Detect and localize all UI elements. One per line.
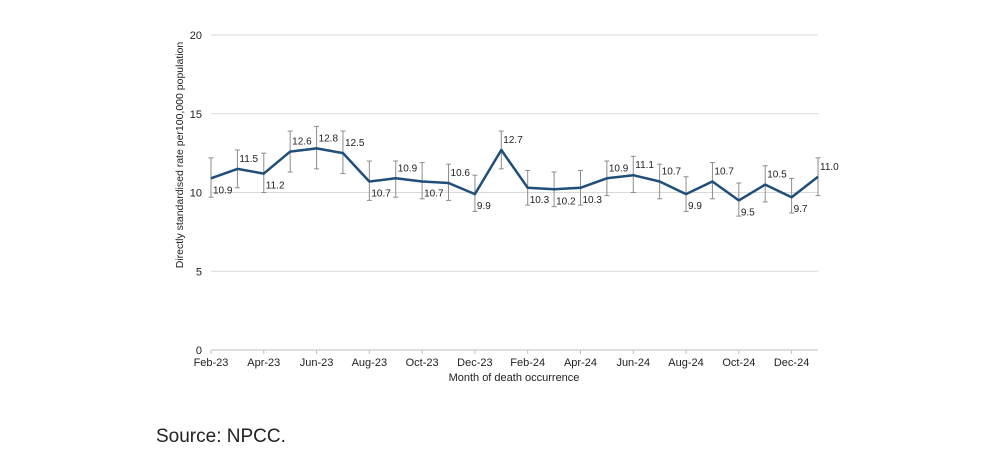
data-label: 9.5	[741, 207, 755, 218]
data-label: 10.9	[398, 163, 418, 174]
y-tick-label: 10	[190, 188, 202, 200]
x-tick-label: Aug-23	[352, 357, 387, 369]
x-tick-label: Oct-23	[406, 357, 439, 369]
data-label: 11.1	[635, 160, 654, 171]
gridlines	[211, 34, 818, 351]
x-tick-label: Apr-24	[564, 357, 597, 369]
data-label: 10.2	[556, 196, 576, 207]
error-bar	[815, 157, 821, 197]
data-label: 11.2	[266, 181, 285, 192]
x-tick-label: Feb-23	[194, 357, 229, 369]
y-axis-title: Directly standardised rate per100,000 po…	[174, 42, 186, 269]
data-label: 12.7	[503, 135, 523, 146]
x-tick-label: Aug-24	[668, 357, 703, 369]
data-label: 10.6	[451, 168, 471, 179]
data-label: 10.7	[714, 166, 734, 177]
data-label: 10.7	[662, 166, 682, 177]
y-tick-label: 15	[190, 109, 202, 121]
data-label: 10.9	[213, 185, 233, 196]
line-chart: 0 5 10 15 20 Feb-23 Apr-23 Jun-23 Aug-23 Oct-23 D…	[174, 30, 839, 384]
x-tick-label: Dec-23	[457, 357, 492, 369]
data-label: 10.3	[582, 195, 602, 206]
y-tick-label: 0	[196, 345, 202, 357]
x-axis-ticks: Feb-23 Apr-23 Jun-23 Aug-23 Oct-23 Dec-23 Feb-…	[194, 350, 809, 369]
data-labels: 10.9 11.5 11.2 12.6 12.8 12.5 10.7 10.9 10.7 10.6…	[213, 133, 839, 218]
data-label: 10.3	[530, 195, 550, 206]
data-label: 12.6	[292, 137, 312, 148]
x-tick-label: Jun-23	[300, 357, 334, 369]
data-label: 12.5	[345, 138, 365, 149]
data-label: 10.7	[371, 188, 391, 199]
y-axis-ticks: 0 5 10 15 20	[190, 30, 202, 357]
data-label: 10.5	[767, 170, 787, 181]
data-label: 11.5	[239, 154, 258, 165]
x-tick-label: Dec-24	[774, 357, 809, 369]
source-note: Source: NPCC.	[156, 426, 286, 447]
data-label: 9.9	[688, 201, 702, 212]
data-label: 9.9	[477, 201, 491, 212]
x-tick-label: Jun-24	[616, 357, 650, 369]
data-label: 10.7	[424, 188, 444, 199]
series-line	[210, 147, 819, 202]
data-label: 10.9	[609, 163, 629, 174]
x-tick-label: Apr-23	[247, 357, 280, 369]
y-tick-label: 20	[190, 30, 202, 42]
x-axis-title: Month of death occurrence	[449, 372, 580, 384]
x-tick-label: Oct-24	[722, 357, 755, 369]
data-label: 11.0	[820, 162, 839, 173]
x-tick-label: Feb-24	[510, 357, 545, 369]
y-tick-label: 5	[196, 266, 202, 278]
data-label: 9.7	[794, 204, 808, 215]
data-label: 12.8	[319, 133, 339, 144]
